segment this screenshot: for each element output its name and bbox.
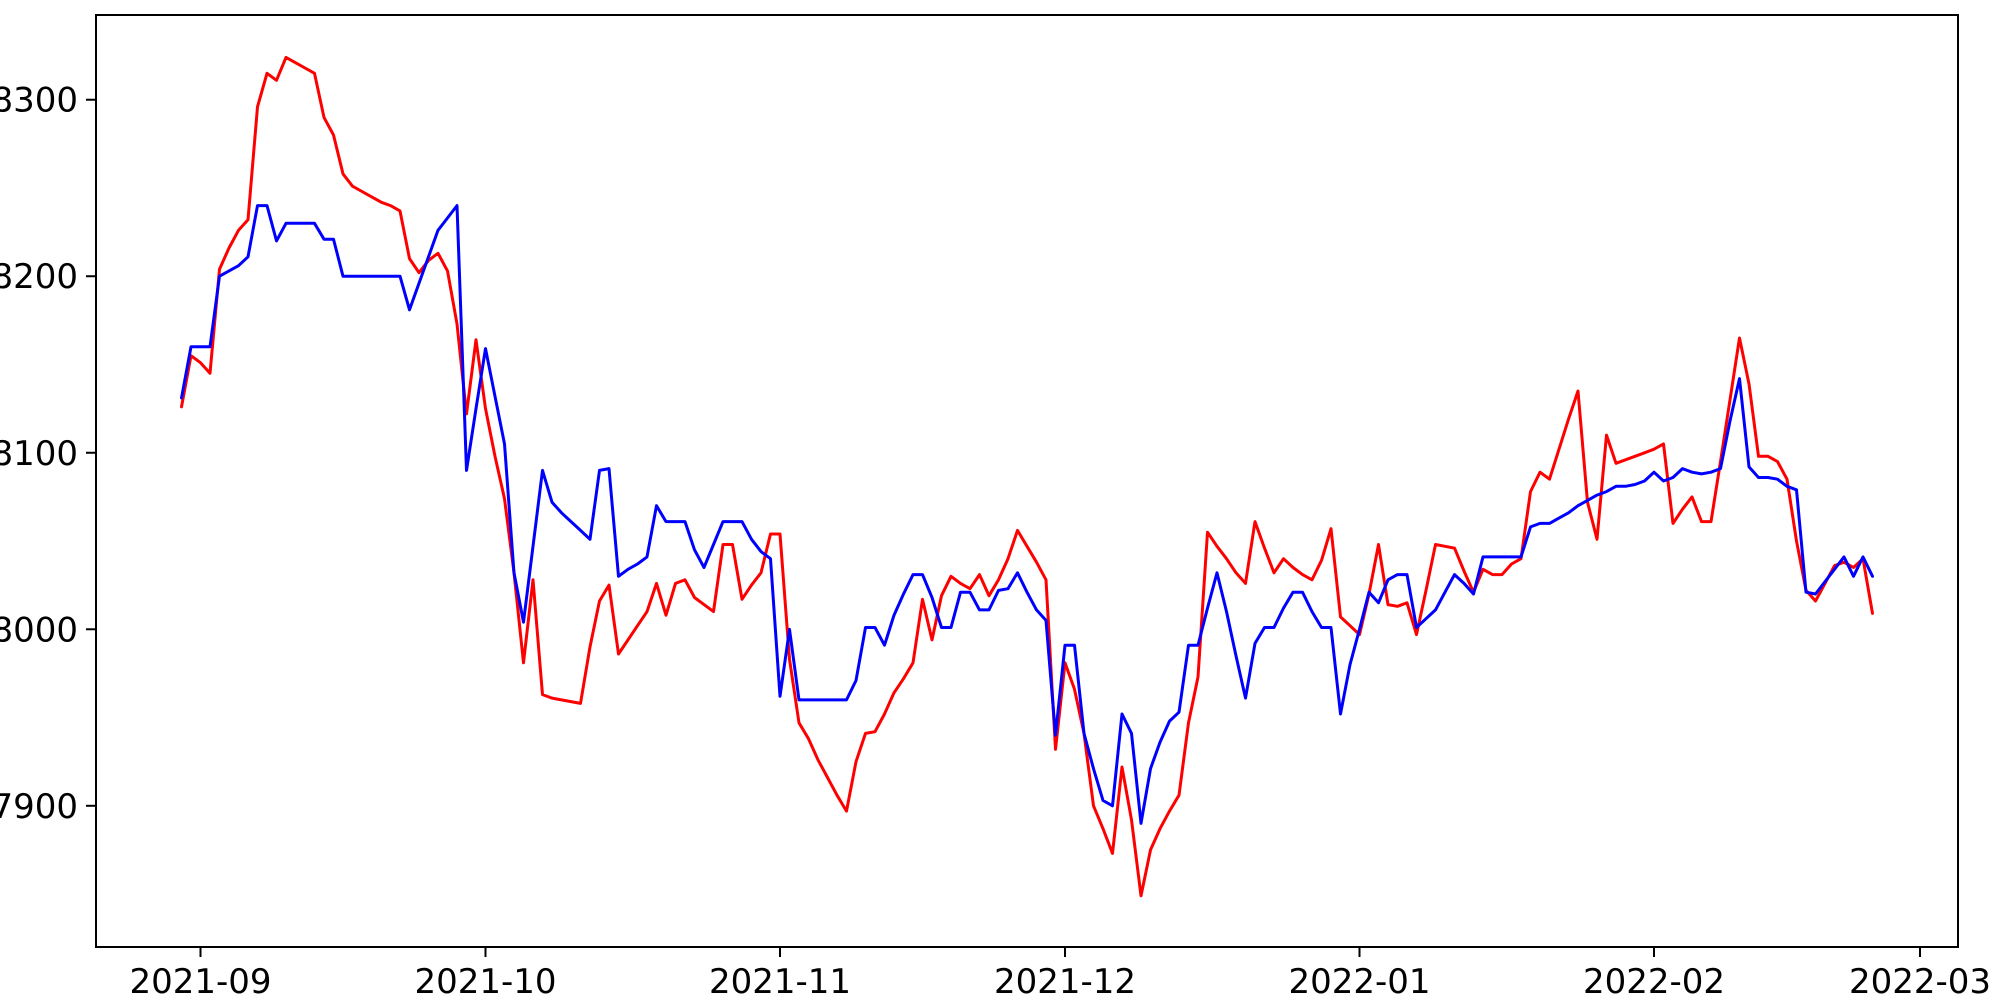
x-tick-label: 2022-02 (1583, 962, 1725, 1000)
y-axis-ticks: 7900 8000 8100 8200 8300 (0, 81, 96, 827)
red-series-line (180, 55, 1874, 898)
x-axis-ticks: 2021-09 2021-10 2021-11 2021-12 2022-01 2022-… (129, 947, 1991, 1000)
y-tick-label: 8100 (0, 434, 78, 474)
y-tick-label: 8300 (0, 81, 78, 121)
y-tick-label: 8000 (0, 610, 78, 650)
plot-frame (95, 14, 1959, 948)
y-tick-label: 7900 (0, 787, 78, 827)
blue-series-line (180, 204, 1874, 825)
x-tick-label: 2022-03 (1849, 962, 1991, 1000)
x-tick-label: 2021-10 (414, 962, 556, 1000)
x-tick-label: 2022-01 (1288, 962, 1430, 1000)
x-tick-label: 2021-12 (994, 962, 1136, 1000)
y-tick-label: 8200 (0, 257, 78, 297)
x-tick-label: 2021-11 (709, 962, 851, 1000)
x-tick-label: 2021-09 (129, 962, 271, 1000)
series-lines (180, 55, 1874, 898)
